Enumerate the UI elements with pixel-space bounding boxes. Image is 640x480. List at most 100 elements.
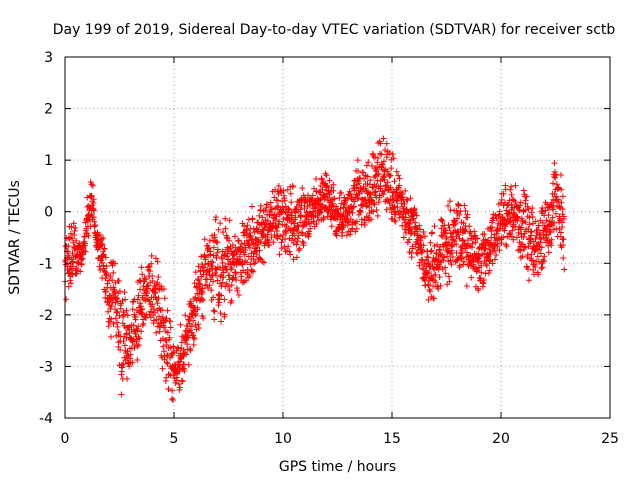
data-point [523,193,530,200]
data-point [200,297,207,304]
x-tick-label: 20 [492,431,510,447]
data-point [432,271,439,278]
data-point [121,311,128,318]
data-point [425,254,432,261]
data-point [532,263,539,270]
data-point [461,202,468,209]
data-point [181,365,188,372]
data-point [445,222,452,229]
data-point [469,240,476,247]
data-point [111,289,118,296]
data-point [436,246,443,253]
data-point [199,296,206,303]
data-point [331,195,338,202]
data-point [496,247,503,254]
data-point [468,274,475,281]
data-point [200,264,207,271]
data-point [520,187,527,194]
data-point [199,289,206,296]
data-point [238,273,245,280]
data-point [543,217,550,224]
data-point [370,208,377,215]
data-point [206,268,213,275]
data-point [532,236,539,243]
data-point [104,280,111,287]
data-point [526,221,533,228]
data-point [79,255,86,262]
data-point [246,272,253,279]
data-point [559,242,566,249]
data-point [117,346,124,353]
data-point [123,307,130,314]
data-point [426,263,433,270]
data-point [440,257,447,264]
data-point [252,248,259,255]
data-point [221,296,228,303]
data-point [289,212,296,219]
data-point [338,189,345,196]
data-point [188,323,195,330]
data-point [259,258,266,265]
data-point [318,208,325,215]
data-point [416,226,423,233]
data-point [235,237,242,244]
data-point [77,268,84,275]
data-point [163,374,170,381]
data-point [130,337,137,344]
data-point [346,208,353,215]
data-point [549,180,556,187]
data-point [282,228,289,235]
data-point [477,275,484,282]
data-point [149,301,156,308]
data-point [259,234,266,241]
data-point [516,246,523,253]
data-point [512,198,519,205]
data-point [187,347,194,354]
data-point [90,207,97,214]
data-point [391,203,398,210]
data-point [472,239,479,246]
data-point [535,222,542,229]
data-point [246,230,253,237]
data-point [235,238,242,245]
data-point [219,248,226,255]
x-tick-label: 15 [383,431,401,447]
data-point [534,253,541,260]
data-point [559,223,566,230]
data-point [428,273,435,280]
data-point [175,380,182,387]
data-point [299,185,306,192]
data-point [169,395,176,402]
data-point [103,263,110,270]
data-point [442,230,449,237]
data-point [381,176,388,183]
data-point [323,204,330,211]
data-point [209,272,216,279]
data-point [243,259,250,266]
data-point [448,247,455,254]
data-point [214,239,221,246]
data-point [197,268,204,275]
data-point [198,287,205,294]
data-point [224,244,231,251]
data-point [273,213,280,220]
data-point [323,182,330,189]
data-point [307,225,314,232]
data-point [169,396,176,403]
data-point [400,234,407,241]
data-point [541,253,548,260]
data-point [201,236,208,243]
data-point [88,192,95,199]
data-point [211,316,218,323]
data-point [110,269,117,276]
data-point [184,341,191,348]
data-point [375,170,382,177]
data-point [408,226,415,233]
data-point [247,261,254,268]
data-point [195,321,202,328]
data-point [281,243,288,250]
data-point [274,224,281,231]
data-point [438,217,445,224]
data-point [326,177,333,184]
data-point [264,231,271,238]
